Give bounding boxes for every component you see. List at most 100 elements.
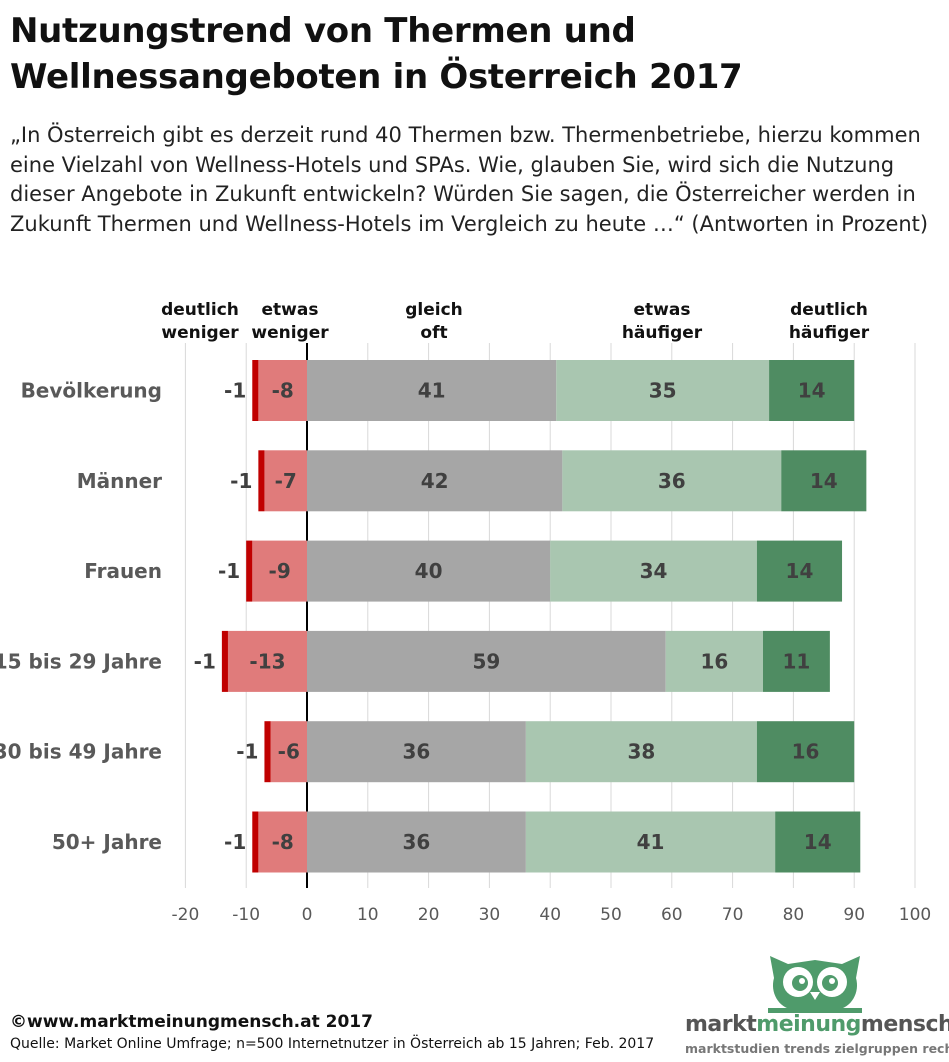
data-label: 14 bbox=[798, 379, 826, 403]
data-label: 41 bbox=[637, 830, 665, 854]
data-label: 16 bbox=[792, 740, 820, 764]
bar-segment bbox=[562, 450, 782, 512]
legend-entry-line1: deutlich bbox=[790, 300, 868, 320]
logo-word-meinung: meinung bbox=[756, 1012, 861, 1037]
data-label: 14 bbox=[786, 559, 814, 583]
bar-segment bbox=[781, 450, 867, 512]
bar-segment bbox=[307, 721, 526, 783]
bar-segment bbox=[258, 450, 265, 512]
data-label: 38 bbox=[627, 740, 655, 764]
bar-segment bbox=[270, 721, 307, 783]
legend-entry-line2: weniger bbox=[161, 323, 239, 343]
x-tick-label: 100 bbox=[899, 905, 931, 925]
category-label: 50+ Jahre bbox=[52, 830, 162, 854]
bar-segment bbox=[227, 630, 307, 692]
data-label: -8 bbox=[272, 379, 294, 403]
bar-segment bbox=[307, 540, 551, 602]
bar-segment bbox=[525, 811, 776, 873]
category-label: Frauen bbox=[84, 559, 162, 583]
data-label: 41 bbox=[418, 379, 446, 403]
data-label: -1 bbox=[224, 830, 246, 854]
source-note: Quelle: Market Online Umfrage; n=500 Int… bbox=[10, 1036, 655, 1052]
bar-segment bbox=[763, 630, 830, 692]
bar-segment bbox=[307, 630, 666, 692]
data-label: 11 bbox=[783, 649, 811, 673]
bar-segment bbox=[769, 360, 855, 421]
logo-wordmark: marktmeinungmensch bbox=[685, 1012, 949, 1037]
bars: -8 -1 41 35 14 -7 -1 42 36 14 -9 -1 40 34 14 -13 -1 59 16 1… bbox=[194, 360, 867, 873]
chart-title: Nutzungstrend von Thermen und Wellnessan… bbox=[10, 11, 743, 97]
bar-segment bbox=[258, 360, 307, 421]
data-label: -13 bbox=[249, 649, 285, 673]
legend-entry-line1: etwas bbox=[634, 300, 691, 320]
data-label: -1 bbox=[236, 740, 258, 764]
brand-logo: marktmeinungmensch marktstudien trends z… bbox=[685, 952, 949, 1060]
x-tick-label: 80 bbox=[783, 905, 805, 925]
bar-segment bbox=[307, 450, 563, 512]
x-tick-label: 20 bbox=[418, 905, 440, 925]
data-label: 36 bbox=[658, 469, 686, 493]
category-label: Bevölkerung bbox=[21, 379, 162, 403]
logo-word-markt: markt bbox=[685, 1012, 757, 1037]
x-tick-label: 40 bbox=[539, 905, 561, 925]
bar-segment bbox=[258, 811, 307, 873]
bar-segment bbox=[775, 811, 861, 873]
diverging-stacked-bar-chart: deutlich weniger etwas weniger gleich oft etwa… bbox=[0, 300, 932, 925]
bar-segment bbox=[756, 721, 855, 783]
legend-entry-line2: häufiger bbox=[622, 323, 703, 343]
legend-entry-line2: oft bbox=[420, 323, 447, 343]
logo-word-mensch: mensch bbox=[860, 1012, 949, 1037]
bar-segment bbox=[221, 630, 228, 692]
data-label: 59 bbox=[472, 649, 500, 673]
data-label: 42 bbox=[421, 469, 449, 493]
bar-segment bbox=[246, 540, 253, 602]
data-label: 36 bbox=[403, 740, 431, 764]
owl-icon bbox=[768, 956, 862, 1013]
data-label: 35 bbox=[649, 379, 677, 403]
data-label: 40 bbox=[415, 559, 443, 583]
copyright-note: ©www.marktmeinungmensch.at 2017 bbox=[10, 1012, 373, 1032]
legend-entry-line1: gleich bbox=[405, 300, 463, 320]
category-labels: Bevölkerung Männer Frauen 15 bis 29 Jahre 30… bbox=[0, 379, 162, 855]
x-tick-label: 60 bbox=[661, 905, 683, 925]
bar-segment bbox=[252, 811, 259, 873]
bar-segment bbox=[307, 811, 526, 873]
bar-segment bbox=[665, 630, 763, 692]
survey-question: „In Österreich gibt es derzeit rund 40 T… bbox=[10, 123, 929, 236]
data-label: 16 bbox=[700, 649, 728, 673]
x-axis-ticks: -20 -10 0 10 20 30 40 50 60 70 80 90 100 bbox=[172, 905, 932, 925]
data-label: -7 bbox=[275, 469, 297, 493]
legend-entry-line2: häufiger bbox=[789, 323, 870, 343]
data-label: 36 bbox=[403, 830, 431, 854]
bar-segment bbox=[525, 721, 757, 783]
data-label: -1 bbox=[194, 649, 216, 673]
data-label: -1 bbox=[230, 469, 252, 493]
data-label: 14 bbox=[810, 469, 838, 493]
category-label: Männer bbox=[77, 469, 162, 493]
gridlines bbox=[184, 343, 916, 888]
legend: deutlich weniger etwas weniger gleich oft etwa… bbox=[161, 300, 870, 343]
x-tick-label: 90 bbox=[843, 905, 865, 925]
data-label: 34 bbox=[640, 559, 668, 583]
x-tick-label: 50 bbox=[600, 905, 622, 925]
x-tick-label: 0 bbox=[302, 905, 313, 925]
category-label: 30 bis 49 Jahre bbox=[0, 740, 162, 764]
data-label: -1 bbox=[218, 559, 240, 583]
bar-segment bbox=[756, 540, 843, 602]
logo-tagline: marktstudien trends zielgruppen recherch… bbox=[685, 1041, 949, 1056]
data-label: -1 bbox=[224, 379, 246, 403]
data-label: 14 bbox=[804, 830, 832, 854]
legend-entry-line1: etwas bbox=[262, 300, 319, 320]
legend-entry-line1: deutlich bbox=[161, 300, 239, 320]
bar-segment bbox=[252, 360, 259, 421]
bar-segment bbox=[307, 360, 557, 421]
bar-segment bbox=[556, 360, 770, 421]
legend-entry-line2: weniger bbox=[251, 323, 329, 343]
bar-segment bbox=[252, 540, 307, 602]
bar-segment bbox=[264, 450, 307, 512]
data-label: -6 bbox=[278, 740, 300, 764]
category-label: 15 bis 29 Jahre bbox=[0, 649, 162, 673]
bar-segment bbox=[264, 721, 271, 783]
bar-segment bbox=[550, 540, 757, 602]
